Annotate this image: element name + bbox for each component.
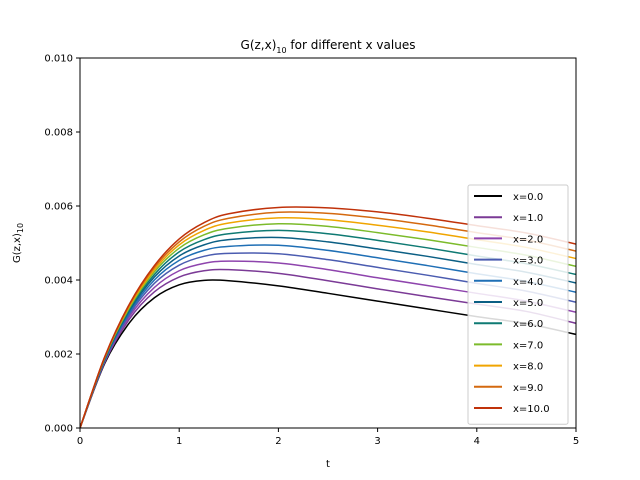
chart-title: G(z,x)10 for different x values [241,38,416,55]
legend-label: x=8.0 [513,362,543,373]
y-tick-label: 0.006 [44,202,73,213]
x-tick-label: 2 [275,436,281,447]
x-tick-label: 3 [374,436,380,447]
axes-frame [79,57,577,429]
y-tick-label: 0.010 [44,54,73,65]
x-tick-label: 4 [474,436,480,447]
legend-box [467,184,569,425]
y-tick-label: 0.002 [44,350,73,361]
y-tick-label: 0.004 [44,276,73,287]
y-axis-label: G(z,x)10 [12,223,25,263]
legend-label: x=4.0 [513,277,543,288]
legend-label: x=1.0 [513,213,543,224]
legend-label: x=5.0 [513,298,543,309]
x-tick-label: 1 [176,436,182,447]
legend-label: x=9.0 [513,383,543,394]
legend-label: x=6.0 [513,319,543,330]
x-tick-label: 5 [573,436,579,447]
legend-label: x=0.0 [513,192,543,203]
y-tick-label: 0.000 [44,424,73,435]
x-axis: 0 1 2 3 4 5 [77,428,579,447]
legend-label: x=10.0 [513,404,550,415]
legend-label: x=2.0 [513,234,543,245]
legend: x=0.0 x=1.0 x=2.0 x=3.0 x=4.0 x=5.0 x=6.0 x=7.0… [467,184,569,425]
legend-label: x=3.0 [513,256,543,267]
x-tick-label: 0 [77,436,83,447]
y-axis: 0.000 0.002 0.004 0.006 0.008 0.010 [44,54,80,435]
legend-label: x=7.0 [513,340,543,351]
x-axis-label: t [326,459,330,470]
y-tick-label: 0.008 [44,128,73,139]
